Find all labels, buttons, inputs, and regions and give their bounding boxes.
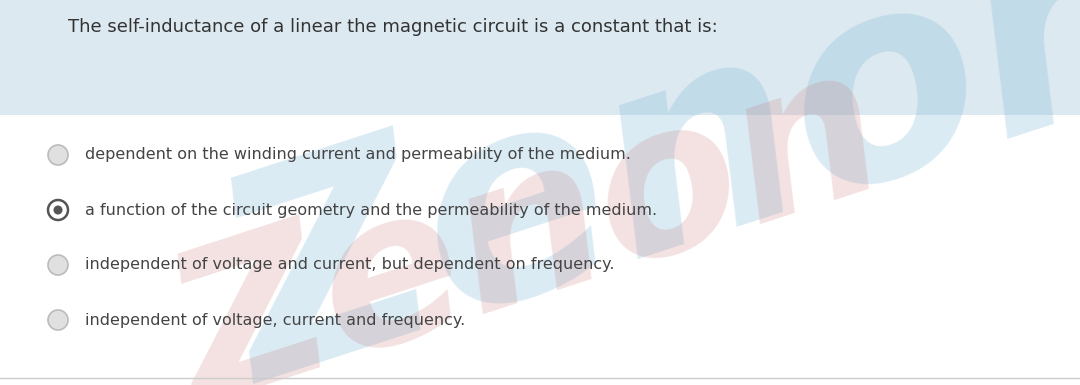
Text: independent of voltage and current, but dependent on frequency.: independent of voltage and current, but … [85, 258, 615, 273]
Ellipse shape [48, 255, 68, 275]
Text: dependent on the winding current and permeability of the medium.: dependent on the winding current and per… [85, 147, 631, 162]
Ellipse shape [48, 200, 68, 220]
Text: independent of voltage, current and frequency.: independent of voltage, current and freq… [85, 313, 465, 328]
Ellipse shape [48, 145, 68, 165]
FancyBboxPatch shape [0, 0, 1080, 115]
Ellipse shape [54, 206, 63, 214]
Text: Zenon: Zenon [194, 0, 1080, 385]
Text: Zenon: Zenon [150, 31, 909, 385]
Text: a function of the circuit geometry and the permeability of the medium.: a function of the circuit geometry and t… [85, 203, 657, 218]
Ellipse shape [48, 310, 68, 330]
Text: The self-inductance of a linear the magnetic circuit is a constant that is:: The self-inductance of a linear the magn… [68, 18, 718, 36]
